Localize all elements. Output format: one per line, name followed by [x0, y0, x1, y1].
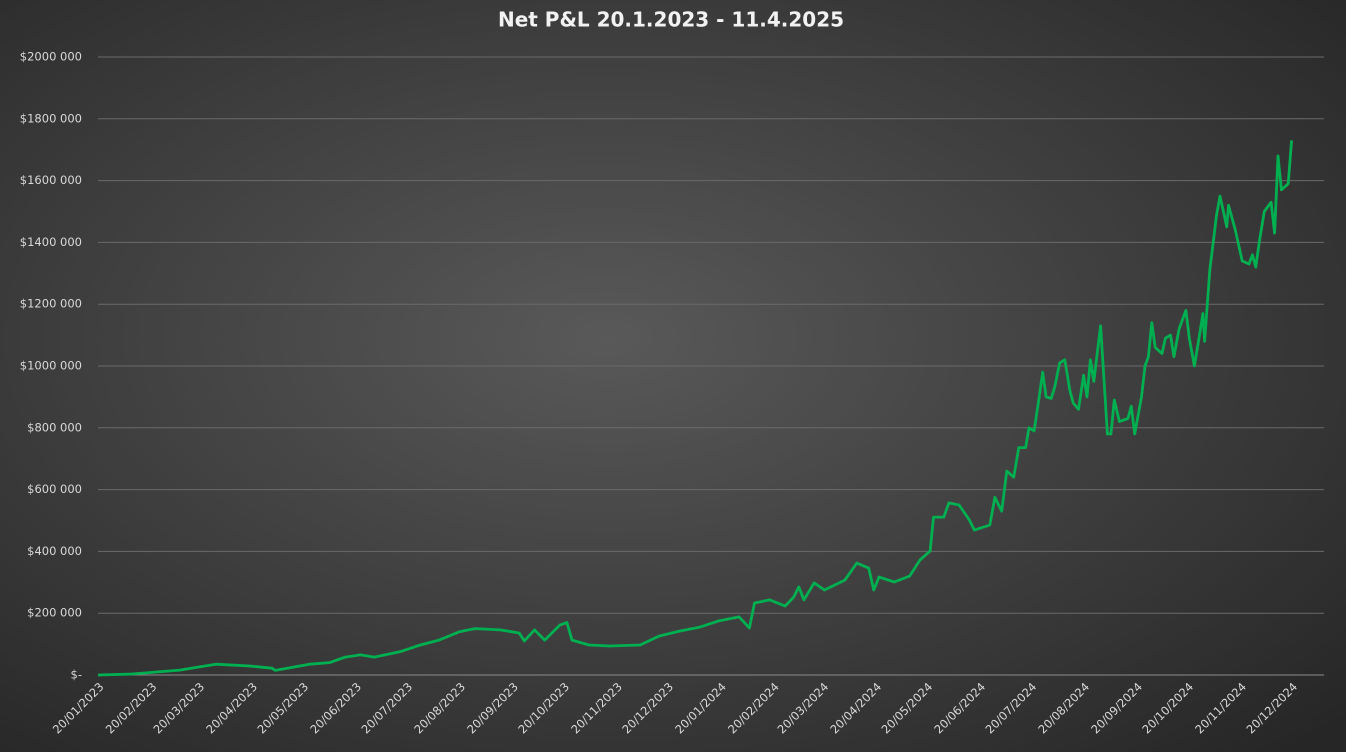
y-tick-label: $1000 000	[20, 359, 82, 373]
chart-title: Net P&L 20.1.2023 - 11.4.2025	[498, 8, 844, 32]
y-tick-label: $200 000	[27, 606, 82, 620]
line	[97, 140, 1293, 677]
y-tick-label: $1200 000	[20, 297, 82, 311]
y-tick-label: $1800 000	[20, 111, 82, 125]
y-tick-label: $1400 000	[20, 235, 82, 249]
y-tick-label: $800 000	[27, 420, 82, 434]
y-tick-label: $600 000	[27, 482, 82, 496]
y-tick-label: $2000 000	[20, 50, 82, 64]
y-tick-label: $1600 000	[20, 173, 82, 187]
y-tick-label: $-	[71, 668, 82, 682]
y-tick-label: $400 000	[27, 544, 82, 558]
